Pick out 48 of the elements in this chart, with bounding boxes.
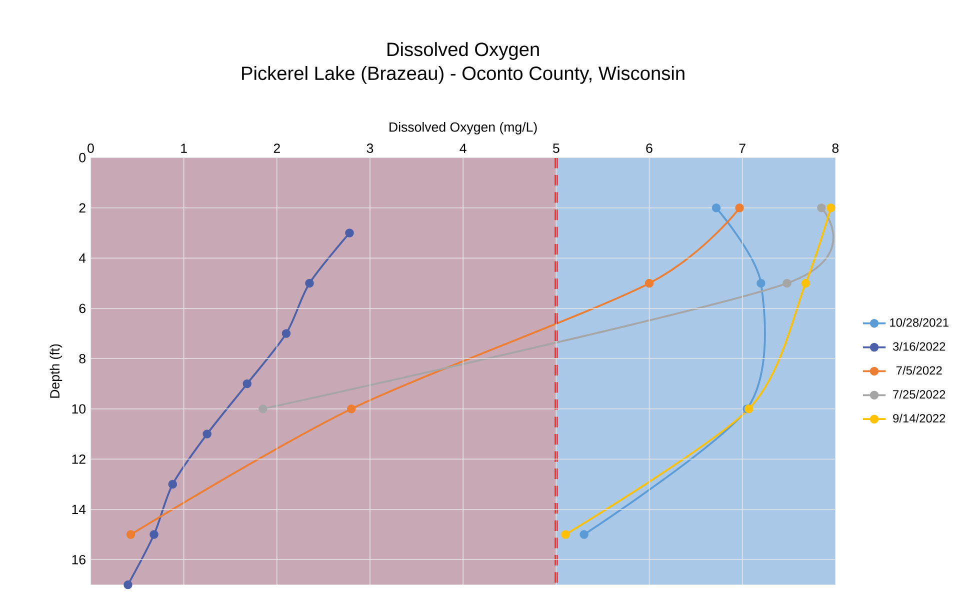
x-tick-label: 5: [553, 144, 560, 153]
chart-subtitle: Pickerel Lake (Brazeau) - Oconto County, Wisconsin: [242, 66, 684, 84]
point: [150, 530, 158, 539]
y-tick-label: 16: [72, 554, 86, 564]
point: [782, 278, 792, 288]
point: [258, 404, 268, 414]
x-tick-label: 3: [366, 143, 374, 153]
point: [168, 480, 178, 489]
chart-title: Dissolved Oxygen: [388, 42, 539, 60]
x-tick-label: 6: [646, 143, 652, 153]
legend-label: 10/28/2021: [890, 318, 948, 327]
legend-label: 7/5/2022: [896, 366, 942, 375]
point: [756, 278, 766, 288]
x-tick-label: 8: [832, 143, 839, 153]
legend-label: 9/14/2022: [893, 414, 946, 422]
legend-label: 7/25/2022: [893, 390, 946, 399]
point: [282, 329, 291, 338]
point: [561, 530, 570, 539]
x-tick-label: 7: [739, 144, 746, 153]
legend-label: 3/16/2022: [892, 342, 946, 351]
y-tick-label: 2: [79, 203, 86, 212]
point: [817, 203, 826, 212]
point: [124, 580, 132, 590]
y-tick-label: 10: [72, 404, 86, 414]
point: [242, 379, 252, 388]
y-tick-label: 12: [72, 454, 86, 464]
point: [712, 203, 721, 212]
point: [346, 404, 356, 414]
y-tick-label: 14: [72, 504, 86, 514]
y-tick-label: 6: [79, 304, 86, 314]
y-axis-title: Depth (ft): [50, 344, 62, 398]
point: [202, 430, 212, 438]
x-axis-title: Dissolved Oxygen (mg/L): [390, 122, 537, 134]
point: [801, 278, 810, 288]
point: [644, 278, 654, 288]
y-tick-label: 0: [79, 152, 86, 162]
x-tick-label: 1: [181, 144, 187, 153]
point: [126, 530, 136, 539]
y-tick-label: 8: [79, 354, 86, 364]
x-tick-label: 2: [274, 144, 280, 153]
x-tick-label: 4: [460, 144, 466, 153]
point: [735, 203, 744, 212]
point: [345, 228, 354, 238]
point: [580, 530, 588, 539]
y-tick-label: 4: [78, 253, 86, 263]
point: [826, 203, 836, 212]
point: [305, 278, 314, 288]
x-tick-label: 0: [88, 143, 94, 153]
